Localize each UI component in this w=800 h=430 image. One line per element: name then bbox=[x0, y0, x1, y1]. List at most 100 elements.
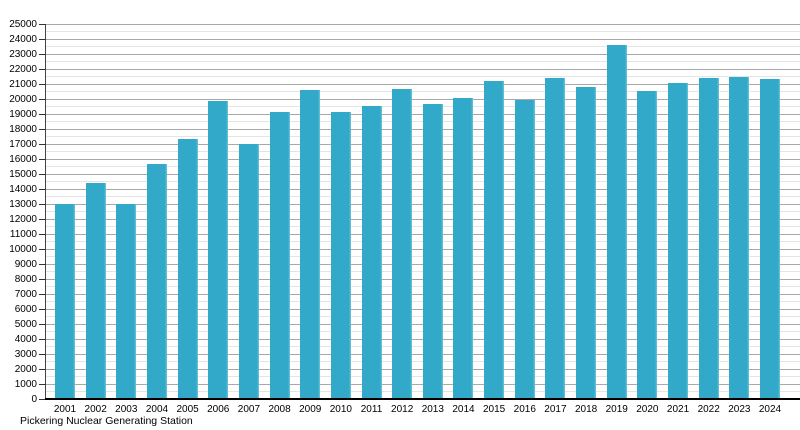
x-axis-year-label: 2017 bbox=[544, 404, 567, 415]
y-axis-tick bbox=[39, 203, 46, 205]
bar-2016 bbox=[514, 100, 535, 398]
y-axis-tick-label: 23000 bbox=[9, 48, 37, 60]
y-axis-tick-label: 24000 bbox=[9, 33, 37, 45]
x-axis-year-label: 2012 bbox=[391, 404, 414, 415]
gridline-minor bbox=[46, 91, 800, 93]
bar-2002 bbox=[85, 182, 106, 398]
y-axis-tick-label: 3000 bbox=[14, 348, 37, 360]
x-axis-year-label: 2008 bbox=[268, 404, 291, 415]
bar-2020 bbox=[637, 91, 658, 398]
y-axis-tick-label: 8000 bbox=[14, 273, 37, 285]
y-axis-tick bbox=[39, 173, 46, 175]
y-axis-tick-label: 22000 bbox=[9, 63, 37, 75]
bar-2023 bbox=[729, 76, 750, 398]
x-axis-line bbox=[45, 398, 800, 400]
y-axis-tick bbox=[39, 368, 46, 370]
x-axis-year-label: 2021 bbox=[666, 404, 690, 415]
gridline-major bbox=[46, 83, 800, 85]
y-axis-line bbox=[45, 23, 46, 399]
x-axis-year-label: 2010 bbox=[329, 404, 352, 415]
y-axis-tick bbox=[39, 83, 46, 85]
y-axis-tick-label: 9000 bbox=[14, 258, 37, 270]
y-axis-tick-label: 16000 bbox=[9, 153, 37, 165]
bar-2012 bbox=[392, 88, 413, 398]
bar-2015 bbox=[484, 80, 505, 398]
x-axis-year-label: 2002 bbox=[84, 404, 107, 415]
bar-2021 bbox=[668, 82, 689, 398]
x-axis-year-label: 2019 bbox=[605, 404, 628, 415]
x-axis-year-label: 2020 bbox=[636, 404, 659, 415]
x-axis-year-label: 2001 bbox=[53, 404, 77, 415]
y-axis-tick bbox=[39, 38, 46, 40]
bar-2008 bbox=[269, 112, 290, 398]
x-axis-year-label: 2023 bbox=[728, 404, 751, 415]
y-axis-tick bbox=[39, 248, 46, 250]
y-axis-tick bbox=[39, 338, 46, 340]
gridline-major bbox=[46, 53, 800, 55]
bar-2017 bbox=[545, 78, 566, 398]
y-axis-tick-label: 7000 bbox=[14, 288, 37, 300]
x-axis-year-label: 2003 bbox=[115, 404, 138, 415]
x-axis-year-label: 2013 bbox=[421, 404, 444, 415]
y-axis-tick bbox=[39, 323, 46, 325]
y-axis-tick-label: 12000 bbox=[9, 213, 37, 225]
y-axis-tick-label: 15000 bbox=[9, 168, 37, 180]
y-axis-tick bbox=[39, 68, 46, 70]
gridline-minor bbox=[46, 76, 800, 78]
bar-2024 bbox=[759, 79, 780, 398]
x-axis-year-label: 2014 bbox=[452, 404, 475, 415]
y-axis-tick-label: 19000 bbox=[9, 108, 37, 120]
y-axis-tick bbox=[39, 353, 46, 355]
y-axis-tick-label: 18000 bbox=[9, 123, 37, 135]
y-axis-tick-label: 20000 bbox=[9, 93, 37, 105]
y-axis-tick-label: 21000 bbox=[9, 78, 37, 90]
gridline-major bbox=[46, 23, 800, 25]
y-axis-tick bbox=[39, 113, 46, 115]
bar-2007 bbox=[238, 144, 259, 398]
y-axis-tick bbox=[39, 128, 46, 130]
x-axis-year-label: 2016 bbox=[513, 404, 536, 415]
bar-2005 bbox=[177, 139, 198, 398]
bar-2011 bbox=[361, 105, 382, 398]
y-axis-tick-label: 5000 bbox=[14, 318, 37, 330]
y-axis-tick bbox=[39, 188, 46, 190]
y-axis-tick bbox=[39, 398, 46, 400]
y-axis-tick-label: 1000 bbox=[14, 378, 37, 390]
y-axis-tick-label: 25000 bbox=[9, 18, 37, 30]
y-axis-tick bbox=[39, 278, 46, 280]
gridline-major bbox=[46, 98, 800, 100]
y-axis-tick bbox=[39, 53, 46, 55]
gridline-major bbox=[46, 38, 800, 40]
x-axis-year-label: 2015 bbox=[483, 404, 506, 415]
bar-2013 bbox=[422, 103, 443, 398]
y-axis-tick bbox=[39, 383, 46, 385]
x-axis-year-label: 2007 bbox=[237, 404, 261, 415]
y-axis-tick-label: 14000 bbox=[9, 183, 37, 195]
bar-2003 bbox=[116, 203, 137, 398]
x-axis-year-label: 2011 bbox=[360, 404, 383, 415]
x-axis-year-label: 2018 bbox=[574, 404, 598, 415]
y-axis-tick bbox=[39, 263, 46, 265]
y-axis-tick bbox=[39, 23, 46, 25]
y-axis-tick bbox=[39, 218, 46, 220]
gridline-minor bbox=[46, 46, 800, 48]
y-axis-tick bbox=[39, 158, 46, 160]
x-axis-year-label: 2006 bbox=[207, 404, 230, 415]
y-axis-tick bbox=[39, 293, 46, 295]
x-axis-year-label: 2024 bbox=[758, 404, 782, 415]
gridline-major bbox=[46, 68, 800, 70]
y-axis-tick bbox=[39, 98, 46, 100]
x-axis-year-label: 2009 bbox=[299, 404, 322, 415]
gridline-minor bbox=[46, 31, 800, 33]
y-axis-tick-label: 10000 bbox=[9, 243, 37, 255]
x-axis-year-label: 2005 bbox=[176, 404, 199, 415]
bar-2022 bbox=[698, 78, 719, 398]
y-axis-tick bbox=[39, 233, 46, 235]
y-axis-tick-label: 0 bbox=[31, 393, 37, 405]
x-axis-year-label: 2022 bbox=[697, 404, 720, 415]
y-axis-tick-label: 17000 bbox=[9, 138, 37, 150]
bar-2010 bbox=[330, 112, 351, 398]
y-axis-tick-label: 13000 bbox=[9, 198, 37, 210]
gridline-minor bbox=[46, 61, 800, 63]
